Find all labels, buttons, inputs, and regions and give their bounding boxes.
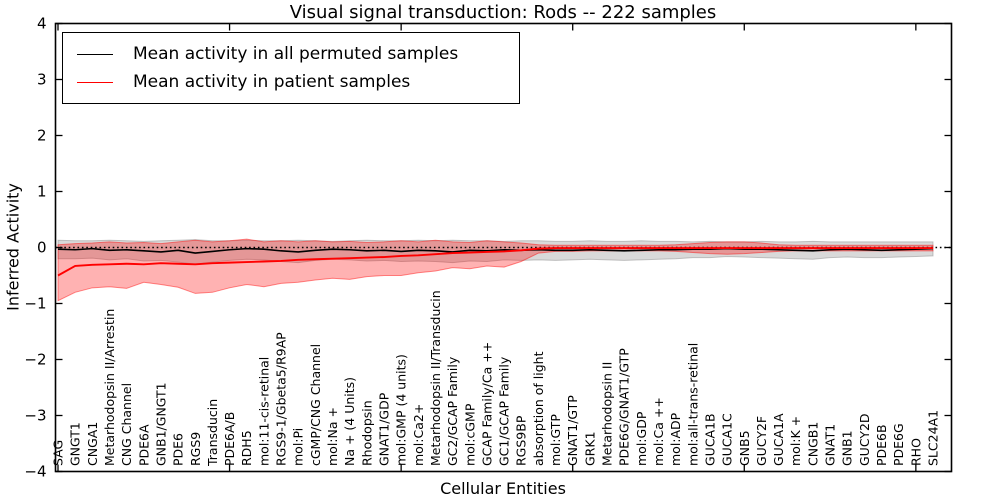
category-label: Metarhodopsin II/Transducin <box>428 290 443 466</box>
category-label: GUCA1A <box>771 413 786 466</box>
category-label: RDH5 <box>239 430 254 466</box>
category-label: PDE6B <box>874 424 889 466</box>
y-tick-label: −2 <box>24 351 46 369</box>
category-label: Metarhodopsin II <box>600 362 615 466</box>
category-label: mol:Ca2+ <box>411 404 426 466</box>
category-label: mol:GTP <box>548 414 563 466</box>
y-tick-label: 3 <box>37 71 47 89</box>
category-label: GC2/GCAP Family <box>445 356 460 466</box>
category-label: mol:Na + <box>325 407 340 466</box>
y-tick-label: 4 <box>37 15 47 33</box>
category-label: GNB1/GNGT1 <box>153 382 168 466</box>
category-label: mol:all-trans-retinal <box>685 343 700 466</box>
category-label: Na + (4 Units) <box>342 377 357 466</box>
category-label: mol:ADP <box>668 412 683 466</box>
y-tick-label: 2 <box>37 127 47 145</box>
category-label: mol:cGMP <box>462 403 477 466</box>
category-label: SLC24A1 <box>926 410 941 466</box>
category-label: Transducin <box>205 399 220 467</box>
category-label: GNB1 <box>840 430 855 466</box>
x-axis-label: Cellular Entities <box>440 479 566 498</box>
category-label: PDE6A/B <box>222 412 237 466</box>
category-label: mol:GMP (4 units) <box>394 354 409 466</box>
category-label: RGS9 <box>188 432 203 466</box>
category-label: Metarhodopsin II/Arrestin <box>102 309 117 466</box>
legend-item-patient: Mean activity in patient samples <box>73 68 513 96</box>
mean-line-permuted <box>57 247 934 254</box>
chart-title: Visual signal transduction: Rods -- 222 … <box>289 2 717 23</box>
legend: Mean activity in all permuted samples Me… <box>62 32 520 104</box>
category-label: mol:K + <box>788 416 803 466</box>
category-label: GUCA1C <box>720 413 735 466</box>
category-label: CNGB1 <box>805 422 820 466</box>
y-tick-label: 1 <box>37 183 47 201</box>
category-label: mol:11-cis-retinal <box>256 357 271 466</box>
legend-label-patient: Mean activity in patient samples <box>133 72 411 92</box>
category-label: mol:Pi <box>291 428 306 466</box>
category-label: GNB5 <box>737 430 752 466</box>
category-label: RGS9BP <box>514 415 529 466</box>
patient-line-swatch <box>77 81 113 83</box>
category-label: GNGT1 <box>68 422 83 466</box>
category-label: GUCY2F <box>754 416 769 466</box>
permuted-line-swatch <box>77 53 113 55</box>
y-axis-label: Inferred Activity <box>3 183 23 311</box>
category-label: RGS9-1/Gbeta5/R9AP <box>274 332 289 466</box>
category-label: PDE6 <box>171 433 186 466</box>
y-tick-label: −3 <box>24 407 46 425</box>
category-label: GUCA1B <box>702 413 717 466</box>
y-tick-label: −4 <box>24 463 46 481</box>
category-label: RHO <box>908 438 923 466</box>
category-label: GNAT1 <box>823 424 838 466</box>
y-tick-label: 0 <box>37 239 47 257</box>
category-label: GNAT1/GTP <box>565 395 580 466</box>
category-label: mol:GDP <box>634 411 649 466</box>
category-label: absorption of light <box>531 351 546 466</box>
category-label: PDE6G/GNAT1/GTP <box>617 348 632 466</box>
band-patient-range <box>57 238 934 302</box>
category-label: cGMP/CNG Channel <box>308 344 323 466</box>
category-label: CNG Channel <box>119 383 134 466</box>
category-label: GNAT1/GDP <box>376 392 391 466</box>
mean-line-patient <box>57 247 933 277</box>
legend-label-permuted: Mean activity in all permuted samples <box>133 44 459 64</box>
category-label: GUCY2D <box>857 413 872 466</box>
category-label: GC1/GCAP Family <box>497 356 512 466</box>
category-label: PDE6A <box>136 424 151 466</box>
category-label: GRK1 <box>582 431 597 466</box>
category-label: CNGA1 <box>85 422 100 466</box>
legend-item-permuted: Mean activity in all permuted samples <box>73 40 513 68</box>
y-tick-label: −1 <box>24 295 46 313</box>
category-label: PDE6G <box>891 423 906 466</box>
category-label: Rhodopsin <box>359 400 374 466</box>
category-label: mol:Ca ++ <box>651 397 666 466</box>
category-label: SAG <box>51 440 66 466</box>
category-label: GCAP Family/Ca ++ <box>479 342 494 466</box>
